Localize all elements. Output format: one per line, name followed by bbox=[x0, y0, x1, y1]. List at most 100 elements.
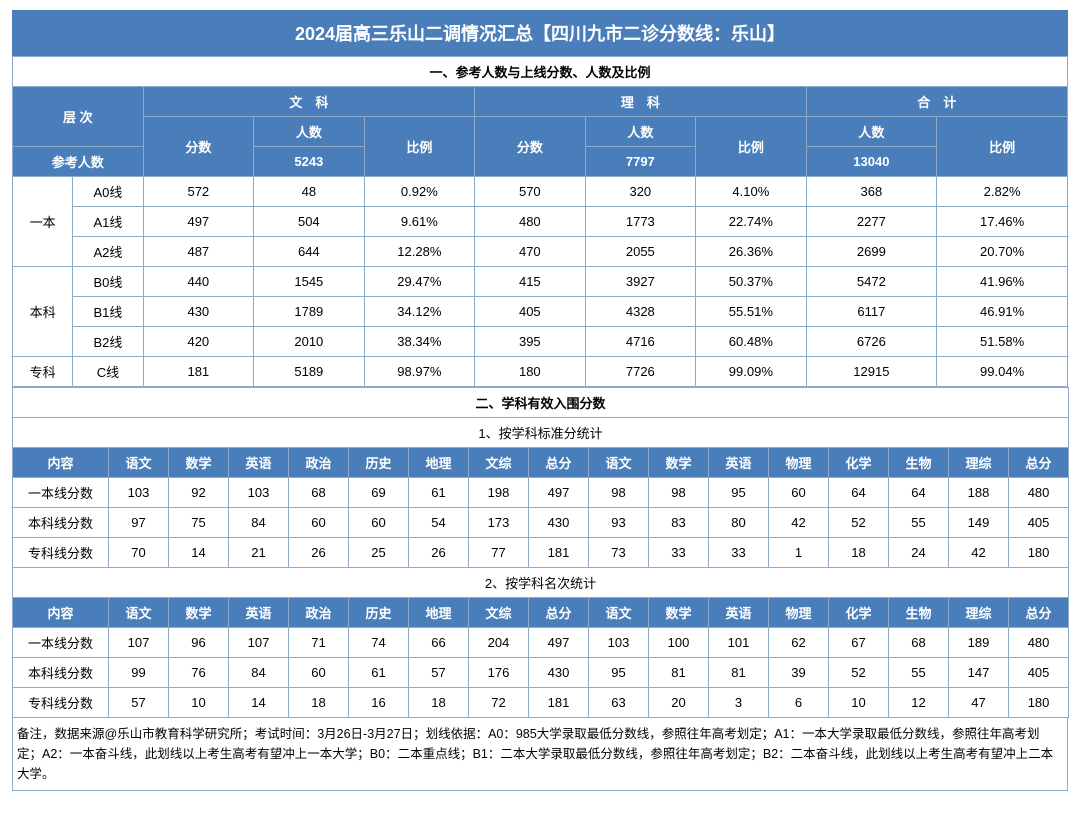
cell: 480 bbox=[475, 207, 586, 237]
cell: 504 bbox=[254, 207, 365, 237]
cell: 21 bbox=[229, 538, 289, 568]
ref-li: 7797 bbox=[585, 147, 696, 177]
cell: 62 bbox=[769, 628, 829, 658]
cell: 64 bbox=[889, 478, 949, 508]
cell: 497 bbox=[143, 207, 254, 237]
subject-header: 数学 bbox=[169, 598, 229, 628]
cell: 405 bbox=[1009, 508, 1069, 538]
cell: 1773 bbox=[585, 207, 696, 237]
subject-header: 文综 bbox=[469, 598, 529, 628]
cell: 101 bbox=[709, 628, 769, 658]
cell: 52 bbox=[829, 658, 889, 688]
hdr-tier: 层 次 bbox=[13, 87, 144, 147]
cell: 497 bbox=[529, 478, 589, 508]
cell: 61 bbox=[349, 658, 409, 688]
cell: 176 bbox=[469, 658, 529, 688]
table-row: 本科线分数97758460605417343093838042525514940… bbox=[13, 508, 1069, 538]
footnote: 备注，数据来源@乐山市教育科学研究所；考试时间：3月26日-3月27日；划线依据… bbox=[12, 718, 1068, 791]
cell: 99 bbox=[109, 658, 169, 688]
cell: 47 bbox=[949, 688, 1009, 718]
subject-header: 理综 bbox=[949, 448, 1009, 478]
hdr-like: 理 科 bbox=[475, 87, 807, 117]
cell: 100 bbox=[649, 628, 709, 658]
cell: 20 bbox=[649, 688, 709, 718]
subject-header: 总分 bbox=[1009, 448, 1069, 478]
subject-header: 历史 bbox=[349, 448, 409, 478]
cell: 497 bbox=[529, 628, 589, 658]
cell: 76 bbox=[169, 658, 229, 688]
cell: A2线 bbox=[73, 237, 143, 267]
cell: 99.04% bbox=[937, 357, 1068, 387]
cell: 61 bbox=[409, 478, 469, 508]
cell: 107 bbox=[109, 628, 169, 658]
cell: 67 bbox=[829, 628, 889, 658]
cell: 1789 bbox=[254, 297, 365, 327]
cell: 本科线分数 bbox=[13, 658, 109, 688]
cell: 180 bbox=[1009, 688, 1069, 718]
cell: 181 bbox=[529, 688, 589, 718]
cell: 395 bbox=[475, 327, 586, 357]
subject-header: 生物 bbox=[889, 598, 949, 628]
cell: 181 bbox=[143, 357, 254, 387]
cell: 405 bbox=[475, 297, 586, 327]
hdr-he-count: 人数 bbox=[806, 117, 937, 147]
cell: 一本线分数 bbox=[13, 628, 109, 658]
cell: 73 bbox=[589, 538, 649, 568]
cell: 644 bbox=[254, 237, 365, 267]
cell: B2线 bbox=[73, 327, 143, 357]
ref-wen: 5243 bbox=[254, 147, 365, 177]
subject-header: 物理 bbox=[769, 448, 829, 478]
subject-header: 英语 bbox=[229, 598, 289, 628]
cell: 83 bbox=[649, 508, 709, 538]
cell: 72 bbox=[469, 688, 529, 718]
section2-heading: 二、学科有效入围分数 bbox=[13, 388, 1069, 418]
table-row: A2线48764412.28%470205526.36%269920.70% bbox=[13, 237, 1068, 267]
subject-header: 语文 bbox=[589, 448, 649, 478]
cell: 10 bbox=[169, 688, 229, 718]
cell: 415 bbox=[475, 267, 586, 297]
cell: 96 bbox=[169, 628, 229, 658]
cell: 16 bbox=[349, 688, 409, 718]
cell: 80 bbox=[709, 508, 769, 538]
table-row: 一本线分数10392103686961198497989895606464188… bbox=[13, 478, 1069, 508]
cell: 38.34% bbox=[364, 327, 475, 357]
cell: 405 bbox=[1009, 658, 1069, 688]
subject-header: 地理 bbox=[409, 448, 469, 478]
cell: 55 bbox=[889, 658, 949, 688]
cell: 430 bbox=[529, 508, 589, 538]
table-row: B1线430178934.12%405432855.51%611746.91% bbox=[13, 297, 1068, 327]
subject-header: 数学 bbox=[649, 598, 709, 628]
cell: 98 bbox=[589, 478, 649, 508]
cell: 69 bbox=[349, 478, 409, 508]
cell: 14 bbox=[229, 688, 289, 718]
cell: 99.09% bbox=[696, 357, 807, 387]
cell: 一本线分数 bbox=[13, 478, 109, 508]
cell: 181 bbox=[529, 538, 589, 568]
cell: 480 bbox=[1009, 628, 1069, 658]
hdr-li-count: 人数 bbox=[585, 117, 696, 147]
cell: 33 bbox=[649, 538, 709, 568]
cell: 专科线分数 bbox=[13, 688, 109, 718]
table-row: 一本A0线572480.92%5703204.10%3682.82% bbox=[13, 177, 1068, 207]
cell: 26 bbox=[409, 538, 469, 568]
cell: B0线 bbox=[73, 267, 143, 297]
cell: 92 bbox=[169, 478, 229, 508]
cell: 2.82% bbox=[937, 177, 1068, 207]
hdr-li-ratio: 比例 bbox=[696, 117, 807, 177]
cell: 10 bbox=[829, 688, 889, 718]
subject-header: 总分 bbox=[529, 448, 589, 478]
cell: 12 bbox=[889, 688, 949, 718]
cell: 34.12% bbox=[364, 297, 475, 327]
tier-group-label: 一本 bbox=[13, 177, 73, 267]
cell: 70 bbox=[109, 538, 169, 568]
cell: 430 bbox=[529, 658, 589, 688]
cell: 60.48% bbox=[696, 327, 807, 357]
cell: 66 bbox=[409, 628, 469, 658]
cell: 173 bbox=[469, 508, 529, 538]
cell: C线 bbox=[73, 357, 143, 387]
cell: 98 bbox=[649, 478, 709, 508]
cell: 48 bbox=[254, 177, 365, 207]
cell: 50.37% bbox=[696, 267, 807, 297]
cell: 84 bbox=[229, 508, 289, 538]
cell: 60 bbox=[289, 658, 349, 688]
